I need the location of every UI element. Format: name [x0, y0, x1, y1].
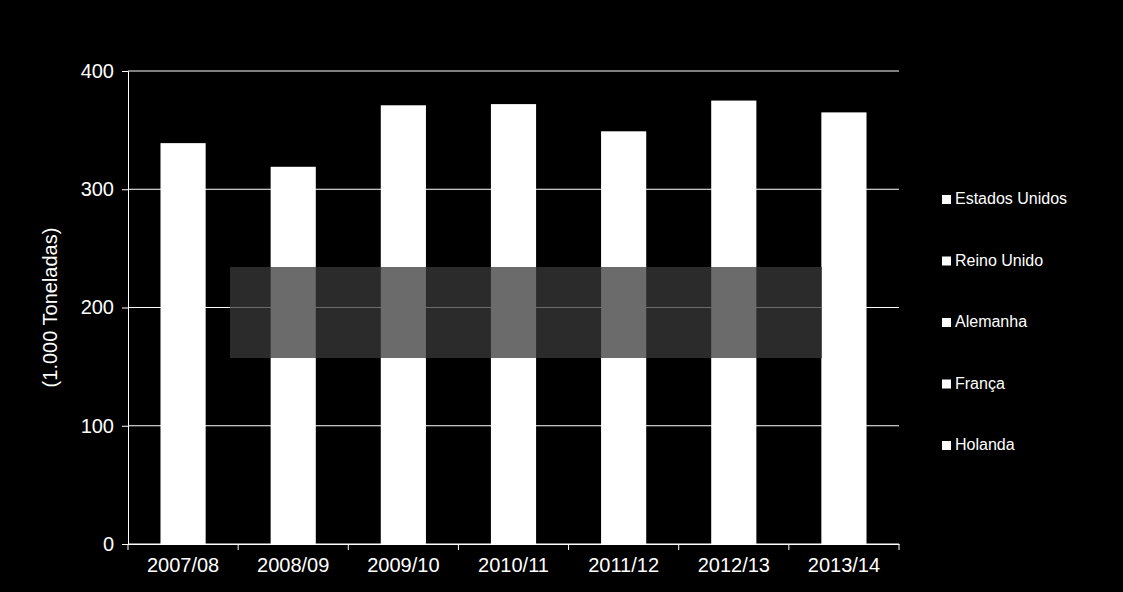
legend-item: Estados Unidos [942, 190, 1067, 207]
y-tick: 0 [103, 533, 128, 555]
x-tick-label: 2009/10 [367, 554, 439, 576]
x-tick: 2012/13 [698, 544, 770, 576]
y-tick-label: 100 [81, 415, 114, 437]
y-tick-label: 400 [81, 60, 114, 82]
legend-item: França [942, 375, 1005, 392]
x-boundary-tick [788, 544, 789, 550]
legend: Estados Unidos Reino Unido Alemanha França H… [942, 190, 1067, 453]
x-tick-label: 2013/14 [808, 554, 880, 576]
x-tick-label: 2012/13 [698, 554, 770, 576]
grid [128, 71, 899, 544]
x-boundary-tick [568, 544, 569, 550]
y-axis-title: (1.000 Toneladas) [39, 228, 61, 388]
x-tick: 2007/08 [147, 544, 219, 576]
y-tick: 300 [81, 178, 128, 200]
y-tick: 400 [81, 60, 128, 82]
y-axis-line [122, 72, 129, 545]
y-tick-mark [122, 426, 128, 427]
legend-label: Reino Unido [955, 252, 1043, 269]
legend-swatch [942, 318, 951, 327]
x-tick: 2013/14 [808, 544, 880, 576]
y-tick-mark [122, 71, 128, 72]
y-tick: 200 [81, 296, 128, 318]
y-tick-label: 0 [103, 533, 114, 555]
legend-item: Holanda [942, 436, 1015, 453]
background [0, 0, 1123, 592]
x-boundary-ticks [128, 544, 899, 550]
x-boundary-tick [348, 544, 349, 550]
x-tick-label: 2008/09 [257, 554, 329, 576]
legend-swatch [942, 441, 951, 450]
legend-label: França [955, 375, 1005, 392]
grid-line [128, 71, 899, 72]
x-tick-label: 2011/12 [588, 554, 659, 576]
x-boundary-tick [238, 544, 239, 550]
y-tick-label: 200 [81, 296, 114, 318]
x-boundary-tick [678, 544, 679, 550]
x-tick-label: 2010/11 [478, 554, 549, 576]
legend-swatch [942, 257, 951, 266]
annotation-band [230, 267, 822, 358]
y-tick-mark [122, 189, 128, 190]
y-tick-label: 300 [81, 178, 114, 200]
legend-label: Estados Unidos [955, 190, 1067, 207]
legend-label: Alemanha [955, 313, 1027, 330]
x-tick-label: 2007/08 [147, 554, 219, 576]
bar [821, 112, 866, 544]
legend-item: Alemanha [942, 313, 1027, 330]
bar [160, 143, 205, 544]
y-tick: 100 [81, 415, 128, 437]
x-tick: 2008/09 [257, 544, 329, 576]
y-axis: 0 100 200 300 400 [81, 60, 129, 555]
legend-swatch [942, 380, 951, 389]
x-boundary-tick [128, 544, 129, 550]
x-tick: 2010/11 [478, 544, 549, 576]
x-boundary-tick [899, 544, 900, 550]
x-axis: 2007/08 2008/09 2009/10 2010/11 2011/12 2012/… [128, 544, 900, 576]
x-axis-line [129, 544, 900, 545]
bars [160, 101, 866, 544]
legend-swatch [942, 195, 951, 204]
x-tick: 2011/12 [588, 544, 659, 576]
legend-item: Reino Unido [942, 252, 1043, 269]
legend-label: Holanda [955, 436, 1015, 453]
y-tick-mark [122, 308, 128, 309]
chart: 0 100 200 300 400 2007/08 2008/09 2009/10 2010/1… [0, 0, 1123, 592]
y-tick-mark [122, 544, 128, 545]
x-tick: 2009/10 [367, 544, 439, 576]
x-boundary-tick [458, 544, 459, 550]
